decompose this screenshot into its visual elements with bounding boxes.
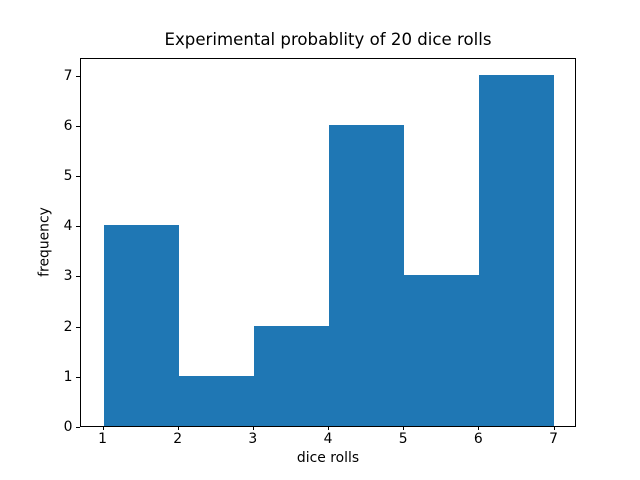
x-axis-label: dice rolls [296, 450, 360, 466]
x-tick-mark [177, 426, 179, 430]
histogram-bar [479, 74, 555, 426]
chart-title: Experimental probablity of 20 dice rolls [164, 30, 492, 49]
y-tick-mark [76, 226, 80, 228]
x-tick-mark [478, 426, 480, 430]
y-tick-mark [76, 376, 80, 378]
y-tick-mark [76, 326, 80, 328]
histogram-bar [253, 325, 329, 426]
histogram-bar [329, 124, 405, 426]
y-tick-mark [76, 276, 80, 278]
y-tick-mark [76, 75, 80, 77]
x-tick-label: 4 [323, 431, 333, 447]
x-tick-mark [328, 426, 329, 430]
y-tick-label: 4 [63, 218, 73, 235]
y-tick-label: 3 [63, 268, 73, 285]
x-tick-mark [102, 426, 104, 430]
y-tick-label: 6 [63, 117, 73, 134]
x-tick-mark [252, 426, 254, 430]
x-tick-label: 1 [98, 431, 107, 447]
x-tick-label: 5 [398, 431, 408, 447]
y-tick-label: 7 [63, 67, 73, 84]
histogram-bar [178, 375, 254, 426]
y-tick-label: 5 [63, 168, 73, 184]
x-tick-label: 7 [549, 431, 558, 447]
plot-area [80, 58, 576, 427]
x-tick-label: 6 [473, 431, 483, 447]
x-tick-label: 3 [248, 431, 258, 447]
x-tick-mark [553, 426, 555, 430]
y-tick-mark [76, 427, 80, 428]
y-tick-label: 2 [63, 318, 73, 335]
y-tick-label: 0 [63, 419, 73, 435]
histogram-bar [103, 225, 179, 426]
x-tick-mark [403, 426, 405, 430]
y-tick-label: 1 [63, 368, 73, 385]
histogram-bar [404, 275, 480, 426]
x-tick-label: 2 [173, 431, 183, 447]
y-tick-mark [76, 125, 80, 127]
y-tick-mark [76, 176, 80, 177]
